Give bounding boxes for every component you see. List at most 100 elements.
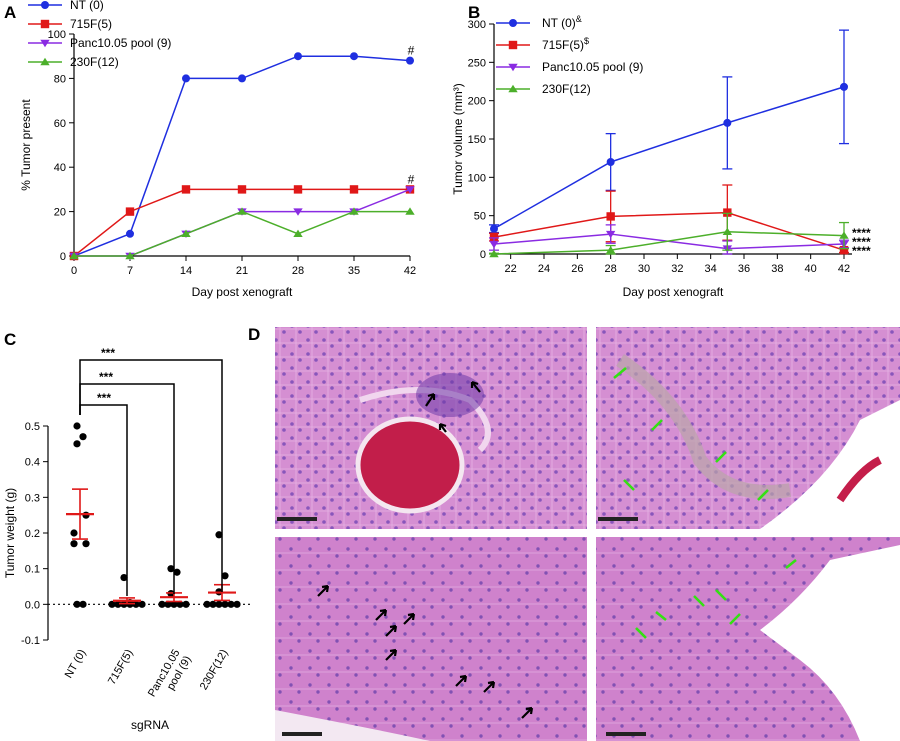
x-tick-label: 35 — [348, 265, 360, 277]
series-line-230F — [74, 210, 410, 257]
x-tick-label: 28 — [605, 263, 617, 275]
legend-marker-NT — [41, 1, 49, 9]
point-230F — [181, 229, 191, 237]
data-point — [182, 600, 190, 608]
y-tick-label: 100 — [468, 172, 486, 184]
point-Panc — [405, 186, 415, 194]
point-NT — [606, 158, 615, 166]
y-tick-label: 60 — [54, 118, 66, 130]
legend-label-Panc: Panc10.05 pool (9) — [70, 36, 171, 50]
histology-e-bottom — [596, 537, 900, 741]
x-tick-label: 7 — [127, 265, 133, 277]
legend-marker-Panc — [40, 39, 50, 48]
y-axis-title: Tumor volume (mm³) — [451, 83, 465, 195]
point-Panc — [489, 240, 499, 249]
arrows-d — [317, 380, 534, 719]
series-line-715F — [73, 188, 410, 257]
point-715F — [293, 185, 303, 194]
legend-label-230F: 230F(12) — [542, 82, 591, 96]
y-tick-label: 0.5 — [25, 421, 40, 433]
data-point — [203, 600, 211, 608]
y-tick-label: 250 — [468, 57, 486, 69]
data-point — [227, 600, 235, 608]
x-tick-label: 32 — [671, 263, 683, 275]
panel-label-a: A — [4, 3, 16, 22]
chart-b-tumor-volume: 0 50 100 150 200 250 300 22 24 26 28 30 32 34 36 38 40 42… — [451, 14, 871, 299]
legend-marker-NT — [509, 19, 517, 27]
point-Panc — [605, 230, 616, 239]
point-230F — [237, 207, 247, 215]
x-axis-title: Day post xenograft — [623, 285, 724, 299]
point-NT — [723, 118, 732, 127]
legend-label-715F: 715F(5)$ — [542, 36, 589, 52]
legend-label-NT: NT (0) — [70, 0, 104, 12]
legend-marker-Panc — [508, 63, 518, 72]
data-point — [176, 600, 184, 608]
point-NT — [490, 224, 498, 233]
point-NT — [406, 56, 414, 65]
point-230F — [489, 249, 499, 258]
point-NT — [238, 74, 246, 83]
x-tick-label: 42 — [838, 263, 850, 275]
histology-d-bottom — [275, 537, 587, 741]
x-tick-label: 42 — [404, 265, 416, 277]
data-point — [73, 422, 81, 430]
data-point — [221, 572, 229, 580]
point-715F — [181, 185, 191, 194]
point-230F — [125, 251, 135, 260]
x-tick-label: 14 — [180, 265, 192, 277]
data-point — [221, 600, 229, 608]
data-point — [215, 600, 223, 608]
series-line-715F — [493, 211, 845, 251]
data-point — [209, 600, 217, 608]
point-715F — [839, 245, 849, 255]
y-tick-label: 0.2 — [25, 528, 40, 540]
data-point — [73, 440, 81, 448]
x-tick-label: 22 — [505, 263, 517, 275]
legend-marker-230F — [40, 57, 50, 66]
legend-marker-230F — [508, 84, 518, 93]
x-tick-label: 30 — [638, 263, 650, 275]
point-230F — [605, 245, 616, 254]
data-point — [108, 600, 116, 608]
data-point — [233, 600, 241, 608]
data-point — [167, 565, 175, 573]
series-line-Panc — [74, 188, 411, 257]
data-point — [70, 529, 78, 537]
chart-a-tumor-present: 0 20 40 60 80 100 0 7 14 21 28 35 42 Day post xenogra… — [19, 0, 416, 299]
data-point — [114, 600, 122, 608]
data-point — [138, 600, 146, 608]
significance-stars: *** — [97, 391, 111, 405]
y-tick-label: 300 — [468, 19, 486, 31]
significance-bracket — [79, 404, 128, 596]
point-230F — [293, 229, 303, 237]
panel-label-c: C — [4, 330, 16, 349]
point-715F — [349, 185, 359, 194]
point-715F — [125, 207, 135, 216]
annotation-NT: # — [408, 44, 415, 58]
y-tick-label: 40 — [54, 162, 66, 174]
y-tick-label: 0 — [480, 249, 486, 261]
point-715F — [237, 185, 247, 194]
data-point — [164, 600, 172, 608]
arrows-e — [613, 367, 797, 639]
y-tick-label: 0.0 — [25, 599, 40, 611]
x-tick-label: 40 — [805, 263, 817, 275]
legend-label-715F: 715F(5) — [70, 17, 112, 31]
y-tick-label: 200 — [468, 96, 486, 108]
y-tick-label: 0.3 — [25, 492, 40, 504]
y-tick-label: 0.1 — [25, 564, 40, 576]
annotation-715F: # — [408, 172, 415, 186]
point-NT — [840, 82, 848, 91]
point-Panc — [293, 208, 303, 216]
data-point — [79, 433, 87, 441]
data-point — [132, 600, 140, 608]
legend-label-NT: NT (0)& — [542, 14, 582, 30]
x-tick-label: 0 — [71, 265, 77, 277]
y-tick-label: 0 — [60, 251, 66, 263]
histology-e-top — [596, 327, 900, 529]
x-tick-label: 36 — [738, 263, 750, 275]
point-230F — [349, 207, 359, 215]
data-point — [170, 600, 178, 608]
significance-stars: *** — [101, 346, 115, 360]
